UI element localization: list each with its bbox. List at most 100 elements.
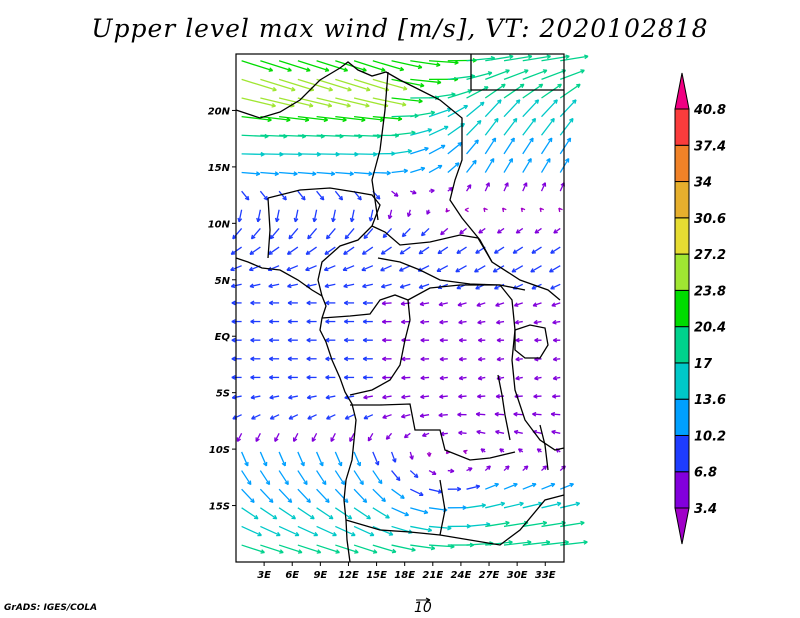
wind-vector [363, 394, 373, 400]
wind-vector [316, 60, 349, 72]
wind-vector [278, 451, 287, 467]
wind-vector [354, 171, 373, 177]
wind-vector [325, 227, 336, 240]
wind-vector [297, 97, 333, 108]
wind-vector [343, 300, 355, 306]
wind-vector [511, 265, 524, 273]
wind-vector [541, 501, 562, 509]
wind-vector [380, 283, 392, 289]
wind-vector [316, 190, 325, 201]
wind-vector [372, 488, 386, 503]
wind-vector [250, 319, 261, 324]
wind-vector [426, 451, 432, 457]
wind-vector [496, 356, 505, 362]
wind-vector [534, 227, 542, 234]
wind-vector [372, 60, 405, 72]
wind-vector [361, 246, 374, 255]
wind-vector [439, 319, 448, 325]
wind-vector [410, 60, 441, 68]
wind-vector [503, 501, 524, 509]
wind-vector [458, 394, 467, 399]
wind-vector [485, 54, 514, 62]
wind-vector [343, 246, 355, 255]
wind-vector [390, 451, 397, 463]
wind-vector [539, 207, 545, 213]
wind-vector [492, 265, 505, 273]
wind-vector [231, 394, 242, 400]
wind-vector [532, 302, 542, 307]
wind-vector [249, 283, 261, 289]
wind-vector [391, 78, 425, 88]
wind-vector [353, 507, 371, 520]
wind-vector [466, 484, 481, 490]
wind-vector [476, 302, 486, 307]
border [350, 403, 516, 461]
wind-vector [515, 375, 523, 381]
coastline [235, 257, 357, 563]
wind-vector [484, 157, 495, 173]
wind-vector [534, 375, 542, 381]
wind-vector [531, 246, 542, 254]
wind-vector [335, 78, 371, 92]
wind-vector [349, 209, 355, 223]
wind-vector [269, 319, 280, 324]
wind-vector [549, 265, 561, 273]
x-tick-label: 30E [507, 570, 528, 581]
wind-vector [410, 189, 417, 195]
wind-vector [456, 246, 467, 254]
wind-vector [540, 117, 555, 136]
wind-vector [293, 209, 299, 223]
wind-vector [447, 162, 460, 174]
wind-vector [503, 137, 515, 155]
lake-tanganyika [497, 374, 511, 441]
wind-vector [420, 375, 430, 381]
wind-vector [447, 468, 455, 474]
wind-vector [459, 227, 467, 235]
wind-vector [447, 104, 469, 118]
colorbar-segment [674, 434, 690, 473]
wind-vector [515, 356, 523, 362]
wind-vector [551, 302, 561, 307]
border [407, 284, 565, 451]
wind-vector [447, 186, 454, 192]
wind-vector [513, 302, 523, 307]
wind-vector [477, 393, 486, 399]
wind-vector [316, 488, 330, 504]
wind-vector [287, 300, 298, 306]
wind-vector [560, 54, 589, 62]
wind-vector [241, 78, 277, 92]
wind-vector [419, 301, 430, 307]
wind-vector [466, 139, 479, 155]
wind-vector [278, 544, 303, 554]
wind-vector [514, 319, 523, 325]
wind-vector [553, 227, 561, 234]
wind-vector [483, 207, 488, 213]
wind-vector [496, 337, 505, 343]
wind-vector [236, 433, 243, 442]
x-tick-label: 18E [394, 570, 415, 581]
wind-vector [398, 265, 411, 272]
wind-vector [269, 337, 280, 343]
wind-vector [410, 110, 436, 118]
wind-vector [325, 356, 336, 362]
wind-vector [391, 488, 405, 500]
wind-vector [241, 171, 261, 177]
wind-vector [540, 157, 551, 173]
wind-vector [250, 300, 261, 306]
wind-vector [503, 182, 509, 192]
wind-vector [458, 356, 467, 362]
wind-vector [410, 525, 433, 533]
colorbar-segment [674, 217, 690, 255]
wind-vector [401, 356, 411, 362]
wind-vector [307, 414, 317, 420]
wind-vector [241, 451, 249, 467]
x-tick-label: 9E [313, 570, 327, 581]
wind-vector [251, 414, 261, 420]
wind-vector [420, 356, 430, 362]
colorbar-label: 34 [694, 176, 712, 191]
wind-vector [428, 488, 443, 494]
wind-vector [503, 69, 529, 81]
wind-vector [438, 412, 448, 418]
wind-vector [497, 227, 505, 234]
wind-vector [231, 300, 242, 306]
